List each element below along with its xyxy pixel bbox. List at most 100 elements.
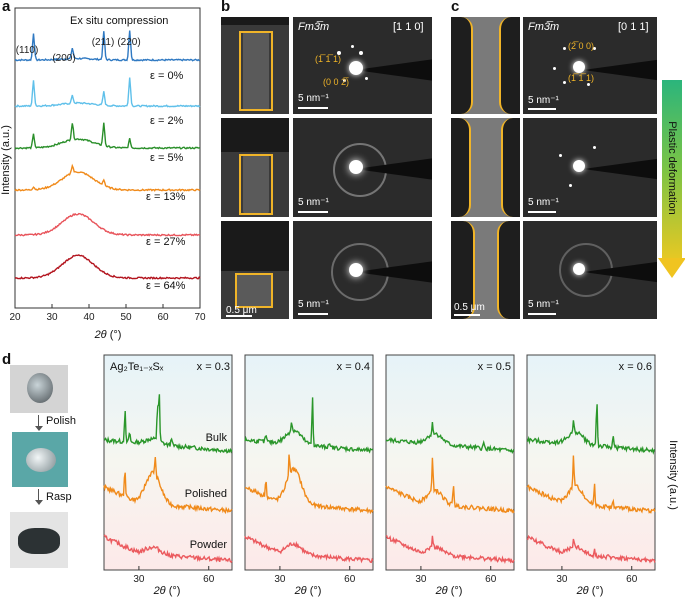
panel-a-chart: 20 30 40 50 60 70 (110) (200) (211) (220) Ex … [0, 7, 206, 341]
xrd-panel-3 [526, 354, 656, 571]
panel-b-scalebar-real [226, 315, 252, 317]
panel-b-index-2: (0 0 2̅) [323, 77, 350, 87]
peak-label-200: (200) [52, 53, 75, 64]
panel-b-roi-3 [235, 273, 273, 308]
panel-b-saed-1: Fm3̅m [1 1 0] (1̅ 1̅ 1) (0 0 2̅) 5 nm⁻¹ [293, 17, 432, 114]
xrd-panel-1 [244, 354, 374, 571]
panel-b-scalebar-3 [298, 313, 328, 315]
panel-a-xlabel: 2θ (°) [94, 329, 122, 341]
xtick-label: 30 [556, 574, 568, 585]
panel-c-scale-3: 5 nm⁻¹ [528, 299, 559, 310]
xrd-curve-3 [14, 163, 201, 192]
xtick-label: 30 [274, 574, 286, 585]
xtick-label: 30 [133, 574, 145, 585]
xtick-label: 70 [194, 312, 206, 323]
panel-c-scalebar-2 [528, 211, 556, 213]
panel-c-zone-axis: [0 1 1] [618, 21, 649, 33]
step-polish: Polish [46, 415, 76, 427]
strain-label-2: ε = 2% [150, 115, 184, 127]
xrd-curve-d2-0 [385, 422, 515, 454]
plastic-deformation-arrow [662, 80, 682, 260]
peak-label-220: (220) [117, 37, 140, 48]
panel-b-scale-real: 0.5 μm [226, 305, 257, 316]
panel-b-pillar-2 [221, 118, 289, 217]
xtick-label: 40 [83, 312, 95, 323]
xrd-curve-d1-1 [244, 454, 374, 515]
plastic-deformation-label: Plastic deformation [666, 121, 678, 215]
panel-c-pillar-1 [451, 17, 520, 114]
panel-label-c: c [451, 0, 460, 15]
xtick-label: 60 [344, 574, 356, 585]
strain-label-0: ε = 0% [150, 70, 184, 82]
panel-b-roi-1 [239, 31, 273, 111]
panel-d-ylabel: Intensity (a.u.) [667, 440, 679, 510]
curve-label-polished: Polished [185, 488, 227, 500]
step-rasp: Rasp [46, 491, 72, 503]
xtick-label: 60 [203, 574, 215, 585]
formula-label: Ag₂Te₁₋ₓSₓ [110, 361, 164, 373]
xtick-label: 30 [415, 574, 427, 585]
arrow-head-icon [658, 258, 685, 278]
panel-c-index-1: (2̅ 0 0) [568, 41, 595, 51]
xrd-curve-d0-2 [103, 534, 233, 564]
xrd-curve-d3-1 [526, 455, 656, 514]
xrd-curve-2 [14, 122, 201, 150]
panel-c-saed-1: Fm3̅m [0 1 1] (2̅ 0 0) (1̅ 1̅ 1) 5 nm⁻¹ [523, 17, 657, 114]
xrd-curve-d3-0 [526, 404, 656, 455]
xrd-curve-4 [14, 212, 201, 237]
panel-b-scale-3: 5 nm⁻¹ [298, 299, 329, 310]
panel-c-scale-2: 5 nm⁻¹ [528, 197, 559, 208]
panel-c-scalebar-real [454, 314, 480, 316]
xrd-curve-0 [14, 30, 201, 62]
panel-c-scalebar-1 [528, 108, 556, 110]
panel-b-pillar-1 [221, 17, 289, 114]
xrd-curve-d1-2 [244, 535, 374, 564]
panel-c-pillar-3: 0.5 μm [451, 221, 520, 319]
panel-b-scalebar-2 [298, 211, 328, 213]
panel-b-pillar-3: 0.5 μm [221, 221, 289, 319]
panel-c-index-2: (1̅ 1̅ 1) [568, 73, 595, 83]
xrd-panel-0 [103, 354, 233, 571]
panel-d-xlabel-2: 2θ (°) [435, 585, 463, 597]
x-label-3: x = 0.6 [619, 361, 652, 373]
x-label-2: x = 0.5 [478, 361, 511, 373]
strain-label-5: ε = 5% [150, 152, 184, 164]
xtick-label: 20 [9, 312, 21, 323]
panel-c-scale-1: 5 nm⁻¹ [528, 95, 559, 106]
xrd-curve-d0-0 [103, 394, 233, 454]
peak-label-211: (211) [92, 37, 115, 48]
panel-c-saed-3: 5 nm⁻¹ [523, 221, 657, 319]
panel-a-curves [14, 30, 201, 280]
strain-label-64: ε = 64% [146, 280, 186, 292]
xrd-curve-d3-2 [526, 534, 656, 564]
arrow-line-1 [38, 415, 39, 429]
panel-b-index-1: (1̅ 1̅ 1) [315, 54, 342, 64]
panel-b-scale-1: 5 nm⁻¹ [298, 93, 329, 104]
panel-b-zone-axis: [1 1 0] [393, 21, 424, 33]
strain-label-27: ε = 27% [146, 236, 186, 248]
panel-b-saed-3: 5 nm⁻¹ [293, 221, 432, 319]
xtick-label: 60 [626, 574, 638, 585]
panel-c-pillar-2 [451, 118, 520, 217]
panel-label-b: b [221, 0, 231, 15]
panel-b-roi-2 [239, 154, 273, 215]
xrd-curve-d1-0 [244, 397, 374, 454]
panel-c-space-group: Fm3̅m [528, 21, 560, 33]
strain-label-13: ε = 13% [146, 191, 186, 203]
xrd-panel-2 [385, 354, 515, 571]
xtick-label: 30 [46, 312, 58, 323]
sample-photo-powder [10, 512, 68, 568]
panel-d-charts: 30 60 30 60 30 60 30 60 Ag₂Te₁₋ₓSₓ x = 0.3 x = … [103, 354, 679, 597]
xtick-label: 60 [157, 312, 169, 323]
panel-b-scalebar-1 [298, 107, 328, 109]
xtick-label: 50 [120, 312, 132, 323]
panel-label-a: a [2, 0, 11, 15]
panel-c-scale-real: 0.5 μm [454, 302, 485, 313]
sample-photo-bulk [10, 365, 68, 413]
panel-b-scale-2: 5 nm⁻¹ [298, 197, 329, 208]
panel-d-xlabel-0: 2θ (°) [153, 585, 181, 597]
xrd-curve-d0-1 [103, 456, 233, 515]
curve-label-bulk: Bulk [206, 432, 228, 444]
peak-label-110: (110) [16, 45, 39, 56]
panel-a-ylabel: Intensity (a.u.) [0, 125, 12, 195]
